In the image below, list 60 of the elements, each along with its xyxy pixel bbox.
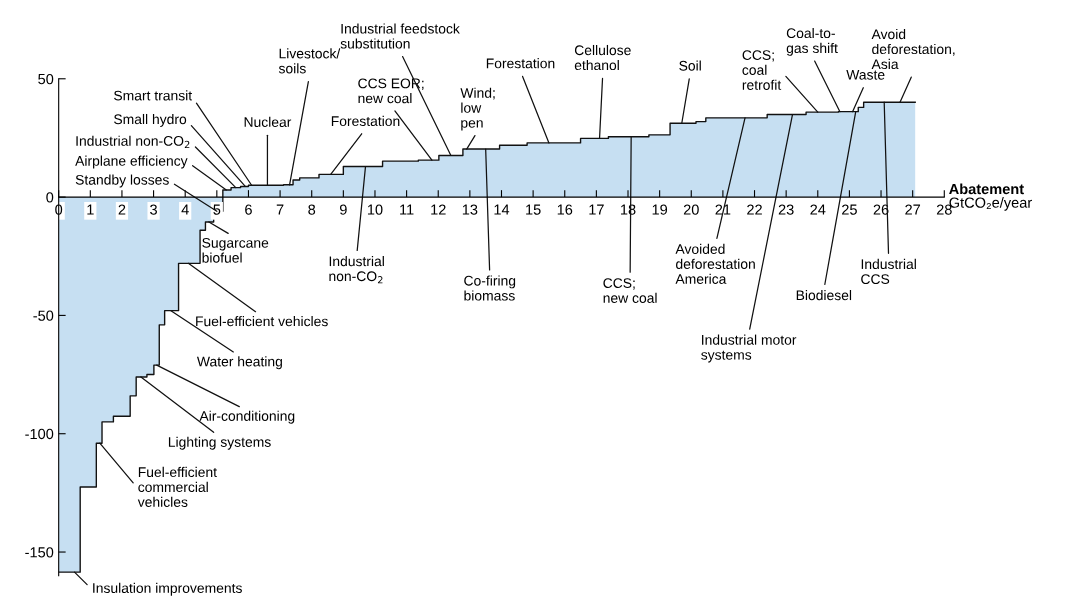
y-tick-label: -50 bbox=[33, 310, 54, 321]
x-tick-label: 9 bbox=[339, 204, 347, 215]
annotation: Coal-to- gas shift bbox=[786, 27, 838, 56]
x-tick-label: 19 bbox=[652, 204, 668, 215]
x-tick-label: 11 bbox=[400, 204, 414, 215]
annotation: Water heating bbox=[196, 356, 282, 370]
x-tick-label: 10 bbox=[367, 204, 383, 215]
x-tick-label: 14 bbox=[494, 204, 510, 215]
annotation: CCS; coal retrofit bbox=[742, 50, 782, 90]
y-tick-label: -100 bbox=[25, 428, 54, 440]
annotation: Nuclear bbox=[244, 116, 292, 127]
x-tick-label: 13 bbox=[462, 204, 478, 215]
x-tick-label: 2 bbox=[118, 204, 126, 215]
annotation: Fuel-efficient vehicles bbox=[196, 316, 328, 327]
annotation: Avoid deforestation, Asia bbox=[871, 28, 955, 70]
annotation: Avoided deforestation America bbox=[675, 243, 755, 284]
annotation: Industrial CCS bbox=[861, 258, 916, 285]
x-tick-label: 20 bbox=[683, 204, 699, 215]
x-tick-label: 15 bbox=[526, 204, 541, 215]
x-tick-label: 7 bbox=[276, 204, 284, 215]
x-tick-label: 25 bbox=[842, 204, 857, 215]
annotation: Industrial non-CO$_{2}$ bbox=[76, 135, 190, 148]
annotation: Sugarcane biofuel bbox=[202, 237, 269, 263]
annotation: Small hydro bbox=[114, 113, 187, 127]
annotation: Biodiesel bbox=[796, 290, 852, 301]
annotation: Industrial motor systems bbox=[701, 334, 797, 363]
annotation: Livestock/ soils bbox=[278, 48, 341, 74]
annotation: Standby losses bbox=[75, 174, 169, 188]
x-tick-label: 4 bbox=[181, 204, 189, 215]
x-tick-label: 6 bbox=[245, 204, 252, 215]
annotation: CCS; new coal bbox=[603, 278, 657, 303]
annotation: Co-firing biomass bbox=[464, 275, 516, 301]
annotation: Smart transit bbox=[114, 90, 193, 101]
y-tick-label: 50 bbox=[38, 73, 54, 85]
annotation: Fuel-efficient commercial vehicles bbox=[137, 466, 217, 507]
x-tick-label: 1 bbox=[87, 204, 94, 215]
annotation: Waste bbox=[846, 69, 885, 80]
annotation: Airplane efficiency bbox=[75, 155, 188, 169]
x-tick-label: 16 bbox=[557, 204, 573, 215]
x-tick-label: 8 bbox=[308, 204, 316, 215]
annotation: Air-conditioning bbox=[199, 410, 295, 424]
annotation: Soil bbox=[679, 60, 701, 71]
annotation: Industrial feedstock substitution bbox=[340, 23, 460, 49]
y-tick-label: -150 bbox=[25, 547, 54, 558]
x-tick-label: 27 bbox=[905, 204, 921, 215]
y-tick-label: 0 bbox=[46, 192, 54, 203]
x-tick-label: 17 bbox=[589, 204, 604, 215]
x-tick-label: 24 bbox=[810, 204, 826, 215]
annotation: Forestation bbox=[331, 115, 400, 127]
annotation: Cellulose ethanol bbox=[574, 44, 631, 71]
annotation: Lighting systems bbox=[168, 436, 271, 450]
x-tick-label: 22 bbox=[747, 204, 762, 215]
x-tick-label: 23 bbox=[778, 204, 794, 215]
annotation: Industrial non-CO$_{2}$ bbox=[329, 256, 384, 284]
x-tick-label: 12 bbox=[431, 204, 446, 215]
annotation: Wind; low pen bbox=[460, 87, 495, 131]
annotation: Insulation improvements bbox=[93, 582, 242, 596]
annotation: Forestation bbox=[486, 58, 555, 69]
x-tick-label: 3 bbox=[150, 204, 157, 215]
x-tick-label: 5 bbox=[213, 204, 221, 215]
